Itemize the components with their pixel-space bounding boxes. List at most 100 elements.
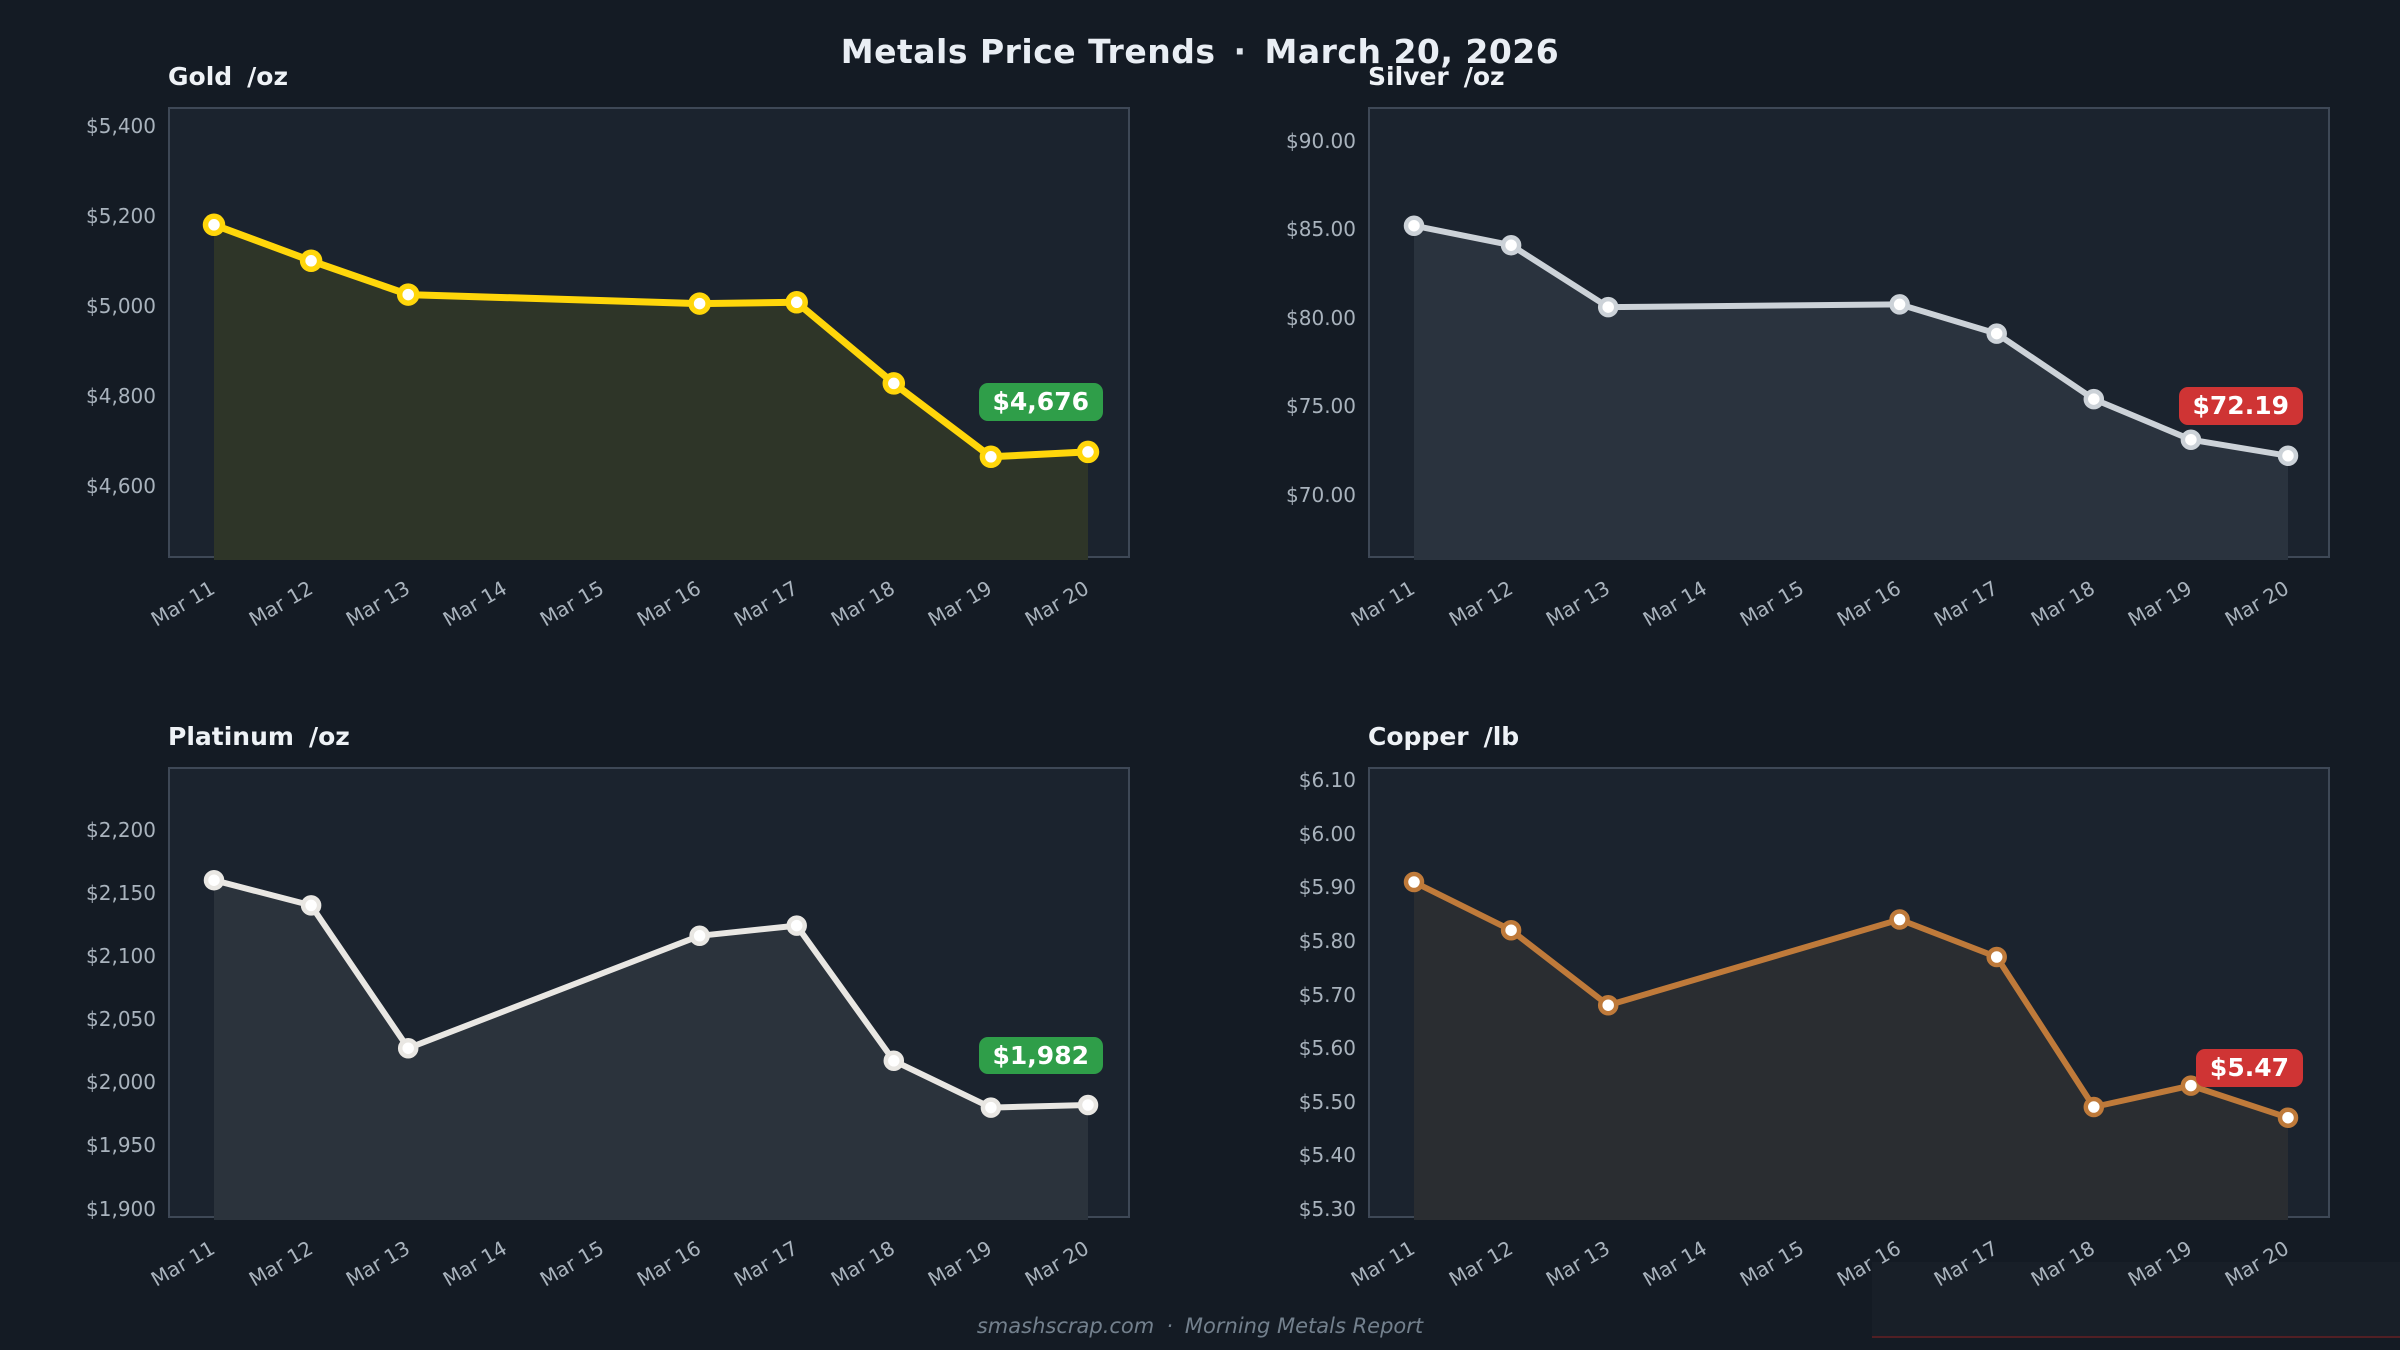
x-tick-label: Mar 13 (1541, 1235, 1614, 1292)
title-separator: · (1233, 32, 1247, 71)
y-tick-label: $5.30 (1298, 1196, 1356, 1221)
data-point-marker (1986, 946, 2007, 968)
data-point-marker (1986, 323, 2007, 344)
x-tick-label: Mar 14 (1638, 1235, 1711, 1292)
main-title: Metals Price Trends (840, 32, 1216, 71)
price-area-copper (1414, 882, 2288, 1220)
chart-panel-gold: Gold/oz $4,600 $4,800 $5,000 $5,200 $5,400 Mar… (86, 62, 1130, 631)
price-plot-gold (202, 213, 1100, 561)
y-tick-label: $1,900 (86, 1196, 156, 1221)
data-point-marker (1889, 909, 1910, 930)
chart-title-gold: Gold/oz (168, 62, 288, 91)
page-title: Metals Price Trends · March 20, 2026 (0, 32, 2400, 71)
y-tick-label: $5,200 (86, 203, 156, 228)
price-line-silver (1411, 222, 2291, 459)
data-point-marker (2083, 1096, 2105, 1118)
price-area-gold (214, 224, 1088, 561)
price-area-platinum (214, 880, 1088, 1220)
price-plot-copper (1403, 871, 2299, 1220)
metal-name: Copper (1368, 722, 1469, 751)
x-tick-label: Mar 12 (1444, 575, 1517, 632)
data-point-marker (785, 291, 808, 314)
data-point-marker (1500, 919, 1522, 941)
price-badge-platinum: $1,982 (978, 1036, 1103, 1075)
y-tick-label: $5.90 (1298, 875, 1356, 900)
x-tick-label: Mar 13 (341, 575, 414, 632)
y-tick-label: $4,600 (86, 474, 156, 499)
chart-title-copper: Copper/lb (1368, 722, 1519, 751)
x-tick-label: Mar 11 (1347, 575, 1420, 632)
data-point-marker (1077, 1094, 1099, 1116)
price-plot-platinum (203, 869, 1099, 1220)
x-tick-label: Mar 20 (2221, 575, 2294, 632)
metal-name: Platinum (168, 722, 294, 751)
chart-panel-copper: Copper/lb $5.30 $5.40 $5.50 $5.60 $5.70 $5.80 $… (1299, 722, 2330, 1291)
data-point-marker (397, 1037, 419, 1059)
metal-unit: /oz (1463, 62, 1505, 91)
x-tick-label: Mar 15 (1735, 575, 1808, 632)
x-tick-label: Mar 12 (1444, 1235, 1517, 1292)
chart-panel-platinum: Platinum/oz $1,900 $1,950 $2,000 $2,050 $2,10… (86, 722, 1130, 1291)
x-tick-label: Mar 17 (729, 1235, 803, 1292)
data-point-marker (300, 895, 322, 916)
y-tick-label: $5.70 (1298, 982, 1356, 1007)
data-point-marker (2277, 445, 2299, 467)
source-name: smashscrap.com (976, 1314, 1155, 1338)
data-point-marker (202, 213, 226, 237)
data-point-marker (979, 445, 1003, 469)
x-tick-label: Mar 19 (924, 1235, 997, 1292)
metal-unit: /oz (247, 62, 289, 91)
data-point-marker (883, 1050, 905, 1072)
x-tick-label: Mar 18 (2026, 575, 2100, 632)
data-point-marker (2180, 1075, 2202, 1096)
data-point-marker (203, 869, 225, 891)
x-tick-label: Mar 18 (826, 575, 900, 632)
metal-name: Silver (1368, 62, 1449, 91)
data-point-marker (980, 1097, 1002, 1118)
y-tick-label: $2,050 (86, 1007, 156, 1032)
price-line-platinum (211, 877, 1091, 1111)
data-point-marker (1597, 296, 1619, 318)
y-tick-label: $2,100 (86, 943, 156, 968)
footer-separator: · (1166, 1314, 1173, 1338)
y-tick-label: $6.00 (1298, 821, 1356, 846)
x-tick-label: Mar 15 (1735, 1235, 1808, 1292)
x-tick-label: Mar 14 (1638, 575, 1711, 632)
x-tick-label: Mar 17 (1929, 575, 2003, 632)
x-tick-label: Mar 20 (1021, 1235, 1094, 1292)
data-point-marker (396, 283, 420, 306)
y-tick-label: $5.40 (1298, 1143, 1356, 1168)
x-tick-label: Mar 11 (147, 1235, 220, 1292)
y-tick-label: $2,150 (86, 880, 156, 905)
chart-title-platinum: Platinum/oz (168, 722, 350, 751)
y-tick-label: $75.00 (1286, 394, 1356, 419)
data-point-marker (299, 249, 323, 273)
watermark-panel (1872, 1262, 2400, 1338)
x-tick-label: Mar 12 (244, 575, 317, 632)
price-badge-gold: $4,676 (978, 383, 1103, 421)
y-tick-label: $2,000 (86, 1070, 156, 1095)
data-point-marker (1403, 215, 1425, 236)
metal-unit: /oz (308, 722, 350, 751)
report-date: March 20, 2026 (1264, 32, 1560, 71)
report-name: Morning Metals Report (1184, 1314, 1424, 1338)
data-point-marker (1597, 994, 1619, 1016)
y-tick-label: $80.00 (1286, 305, 1356, 330)
metal-unit: /lb (1483, 722, 1520, 751)
data-point-marker (2277, 1107, 2299, 1128)
x-tick-label: Mar 17 (729, 575, 803, 632)
y-tick-label: $4,800 (86, 384, 156, 408)
data-point-marker (1500, 234, 1522, 256)
data-point-marker (882, 372, 906, 395)
x-tick-label: Mar 20 (1021, 575, 1094, 632)
x-tick-label: Mar 12 (244, 1235, 317, 1292)
x-tick-label: Mar 16 (1832, 575, 1905, 632)
data-point-marker (1403, 871, 1425, 893)
y-tick-label: $5.50 (1298, 1089, 1356, 1114)
data-point-marker (1076, 440, 1100, 464)
y-tick-label: $6.10 (1298, 768, 1356, 793)
y-tick-label: $5,400 (86, 113, 156, 138)
x-tick-label: Mar 14 (438, 1235, 511, 1292)
data-point-marker (786, 915, 807, 936)
